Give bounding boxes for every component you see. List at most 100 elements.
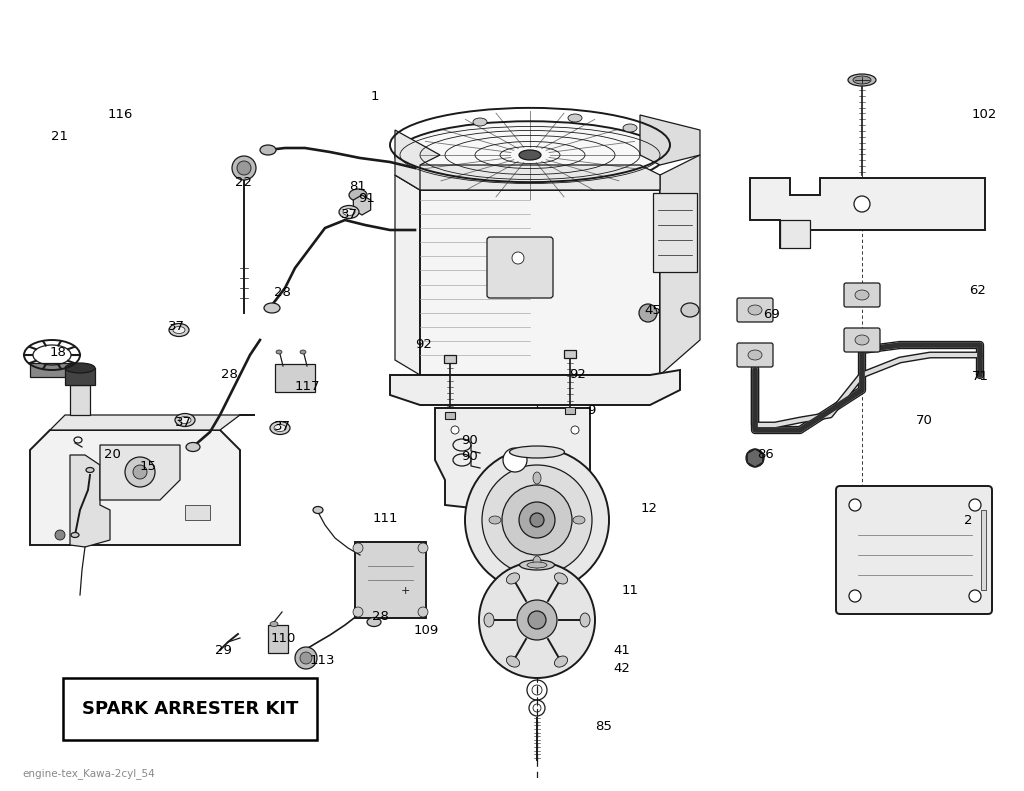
Polygon shape: [395, 165, 660, 190]
Text: 102: 102: [972, 108, 996, 120]
Ellipse shape: [527, 562, 547, 568]
Text: 12: 12: [640, 501, 657, 514]
Ellipse shape: [519, 150, 541, 160]
Circle shape: [969, 499, 981, 511]
Ellipse shape: [568, 114, 582, 122]
Text: 22: 22: [236, 176, 253, 188]
Ellipse shape: [274, 425, 286, 432]
Ellipse shape: [489, 516, 501, 524]
Text: 28: 28: [372, 611, 388, 623]
Circle shape: [465, 448, 609, 592]
Text: 92: 92: [416, 339, 432, 351]
Ellipse shape: [623, 124, 637, 132]
Text: 11: 11: [622, 584, 639, 596]
Text: 86: 86: [757, 448, 773, 461]
Circle shape: [55, 530, 65, 540]
Circle shape: [528, 611, 546, 629]
Text: 85: 85: [596, 721, 612, 733]
Text: 1: 1: [371, 89, 379, 103]
Ellipse shape: [573, 516, 585, 524]
Polygon shape: [420, 190, 660, 375]
Polygon shape: [780, 220, 810, 248]
Ellipse shape: [580, 613, 590, 627]
Text: 37: 37: [341, 209, 357, 221]
Ellipse shape: [367, 618, 381, 626]
Text: 81: 81: [349, 180, 367, 192]
Circle shape: [746, 449, 764, 467]
Ellipse shape: [484, 613, 494, 627]
Ellipse shape: [270, 422, 290, 434]
Ellipse shape: [339, 206, 359, 218]
Circle shape: [849, 590, 861, 602]
Ellipse shape: [473, 118, 487, 126]
Ellipse shape: [173, 327, 185, 334]
FancyBboxPatch shape: [836, 486, 992, 614]
Text: 15: 15: [139, 460, 157, 474]
Circle shape: [353, 543, 362, 553]
FancyBboxPatch shape: [844, 283, 880, 307]
Ellipse shape: [300, 350, 306, 354]
Ellipse shape: [748, 305, 762, 315]
Ellipse shape: [853, 76, 871, 84]
Ellipse shape: [186, 442, 200, 452]
Text: 42: 42: [613, 661, 631, 675]
Circle shape: [418, 607, 428, 617]
FancyBboxPatch shape: [737, 298, 773, 322]
Ellipse shape: [313, 506, 323, 513]
Ellipse shape: [519, 560, 555, 570]
Circle shape: [512, 252, 524, 264]
Circle shape: [517, 600, 557, 640]
FancyBboxPatch shape: [355, 542, 426, 618]
Circle shape: [969, 590, 981, 602]
FancyBboxPatch shape: [275, 364, 315, 392]
Polygon shape: [30, 430, 240, 545]
Circle shape: [353, 607, 362, 617]
Ellipse shape: [855, 335, 869, 345]
Bar: [564, 350, 575, 358]
Text: 62: 62: [970, 283, 986, 297]
FancyBboxPatch shape: [63, 678, 317, 740]
Polygon shape: [435, 408, 590, 510]
Text: 117: 117: [294, 380, 319, 392]
Ellipse shape: [264, 303, 280, 313]
Circle shape: [530, 513, 544, 527]
Circle shape: [479, 562, 595, 678]
Ellipse shape: [270, 622, 278, 626]
Ellipse shape: [534, 556, 541, 568]
Bar: [268, 625, 288, 653]
Ellipse shape: [507, 573, 519, 584]
Ellipse shape: [554, 573, 567, 584]
Bar: [444, 355, 456, 363]
Ellipse shape: [510, 446, 564, 458]
Ellipse shape: [343, 209, 355, 215]
Text: 18: 18: [49, 346, 67, 359]
Circle shape: [451, 426, 459, 434]
Polygon shape: [30, 363, 74, 377]
Text: +: +: [400, 586, 410, 596]
Circle shape: [519, 502, 555, 538]
Bar: [185, 505, 210, 520]
Text: 109: 109: [414, 625, 438, 638]
Text: 29: 29: [215, 644, 231, 657]
Ellipse shape: [534, 472, 541, 484]
Ellipse shape: [260, 145, 276, 155]
Text: 28: 28: [273, 286, 291, 300]
Circle shape: [503, 448, 527, 472]
Circle shape: [639, 304, 657, 322]
Polygon shape: [395, 175, 420, 375]
Text: 111: 111: [373, 513, 397, 525]
Circle shape: [502, 485, 572, 555]
Polygon shape: [640, 115, 700, 165]
Ellipse shape: [169, 324, 189, 336]
Text: 2: 2: [964, 514, 972, 528]
Ellipse shape: [395, 121, 665, 189]
Ellipse shape: [681, 303, 699, 317]
Ellipse shape: [748, 350, 762, 360]
Polygon shape: [50, 415, 255, 430]
Text: 37: 37: [174, 417, 191, 430]
FancyBboxPatch shape: [737, 343, 773, 367]
Circle shape: [300, 652, 312, 664]
Text: 69: 69: [763, 308, 779, 321]
Text: engine-tex_Kawa-2cyl_54: engine-tex_Kawa-2cyl_54: [22, 768, 155, 779]
Polygon shape: [660, 155, 700, 375]
